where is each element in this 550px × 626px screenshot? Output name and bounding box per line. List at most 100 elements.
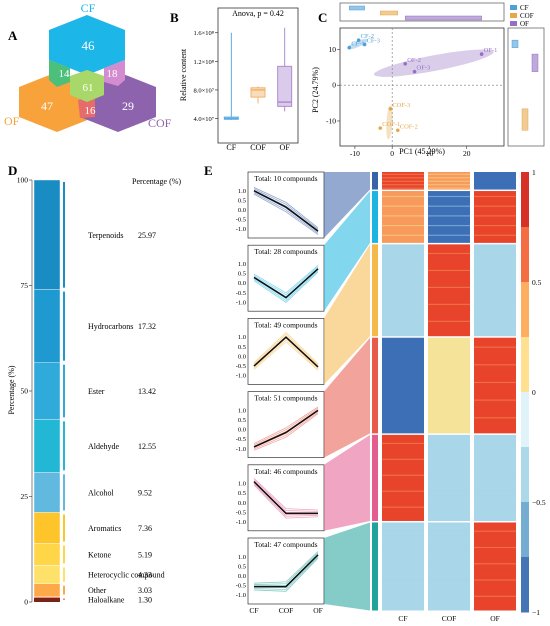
plot-e-heat-stripe: [428, 458, 470, 460]
plot-e-member-line: [253, 552, 319, 585]
plot-e-member-line: [253, 331, 319, 364]
plot-e-heat-stripe: [474, 579, 516, 581]
plot-d-segment: [33, 512, 61, 544]
plot-e-heat-stripe: [428, 184, 470, 186]
plot-c-top-margin-box-of: [404, 15, 482, 21]
plot-e-ytick-label: 0.0: [238, 500, 246, 507]
plot-e-ytick-label: 1.0: [238, 481, 246, 488]
plot-e-heat-stripe: [474, 381, 516, 384]
plot-c-point: [362, 42, 367, 47]
plot-e-ytick-label: -0.5: [236, 217, 246, 224]
plot-d-value-label: 7.36: [138, 524, 152, 533]
plot-e-ytick-label: -0.5: [236, 583, 246, 590]
plot-e-cluster-frame: [247, 318, 325, 385]
plot-e-heat-cell: [474, 522, 516, 611]
plot-d-bottom-cap: [34, 598, 60, 602]
plot-e-ytick-label: 1.0: [238, 334, 246, 341]
plot-e-ytick-label: -1.0: [236, 299, 246, 306]
plot-e-heat-stripe: [474, 417, 516, 419]
venn-count-cf-cof: 18: [107, 68, 119, 80]
venn-count-of: 47: [41, 99, 53, 113]
plot-c-point-label: OF-2: [407, 57, 421, 64]
plot-e-member-line: [253, 412, 319, 450]
plot-e-heat-stripe: [428, 506, 470, 508]
plot-e-cluster-title: Total: 51 compounds: [254, 394, 317, 403]
plot-e-colorbar-segment: [521, 227, 529, 283]
plot-d-segment: [33, 565, 61, 584]
plot-e-heat-stripe: [428, 490, 470, 492]
plot-e-heat-stripe: [382, 364, 424, 366]
plot-e-connector: [324, 434, 370, 531]
plot-d-segment: [33, 179, 61, 290]
plot-e-mean-line: [253, 409, 319, 448]
plot-c-legend-swatch: [510, 21, 517, 26]
plot-b-ytick-label: 1.2×10⁸: [193, 59, 214, 66]
plot-e-heat-stripe: [382, 252, 424, 255]
panel-label-e: E: [204, 163, 213, 178]
plot-e-colorbar-label: −0.5: [532, 498, 546, 507]
plot-e-heat-cell: [428, 522, 470, 611]
plot-e-colorbar-segment: [521, 172, 529, 228]
plot-c-legend-label: COF: [520, 12, 534, 20]
plot-e-member-line: [253, 266, 319, 296]
plot-c-ticks: -10 0 10 20 -10 0 10: [326, 28, 504, 158]
plot-e-heat-cell: [382, 434, 424, 521]
plot-b-xtick-label: OF: [280, 143, 291, 152]
plot-e-connector: [324, 172, 370, 238]
plot-e-ytick-label: 0.5: [238, 271, 246, 278]
plot-c-point-label: CF-2: [361, 33, 374, 40]
plot-b-frame: [217, 7, 299, 144]
plot-e-heat-stripe: [474, 530, 516, 532]
plot-e-heat-stripe: [382, 490, 424, 492]
plot-e-member-line: [253, 193, 319, 235]
plot-e-cluster-strip: [372, 434, 378, 521]
venn-cf-cof-region: [104, 60, 125, 86]
panel-d: D Percentage (%) Percentage (%) 0 25 50 75 1…: [7, 163, 181, 607]
plot-c-point-label: COF-3: [392, 102, 410, 109]
plot-e-member-line: [253, 477, 319, 511]
plot-e-cluster-strip: [372, 172, 378, 190]
plot-c-ellipses: [347, 38, 494, 140]
plot-d-value-label: 9.52: [138, 488, 152, 497]
plot-e-heat-cell: [474, 244, 516, 337]
plot-c-right-margin-box-cof: [521, 108, 529, 131]
plot-e-connector: [324, 522, 370, 611]
plot-d-segment: [33, 472, 61, 513]
plot-e-member-line: [253, 341, 319, 371]
plot-e-heat-stripe: [428, 364, 470, 366]
plot-e-heatmap: [372, 172, 516, 611]
plot-e-member-line: [253, 271, 319, 303]
plot-c-point-label: CF-3: [367, 37, 380, 44]
plot-c-ytick-label: 10: [329, 45, 337, 54]
plot-e-cluster-title: Total: 46 compounds: [254, 467, 317, 476]
plot-e-ytick-label: 0.0: [238, 573, 246, 580]
plot-e-member-line: [253, 483, 319, 517]
plot-d-category-label: Haloalkane: [88, 595, 125, 604]
plot-e-ytick-label: 1.0: [238, 554, 246, 561]
plot-e-member-line: [253, 406, 319, 444]
plot-e-heat-stripe: [428, 187, 470, 189]
plot-c-point: [403, 61, 408, 66]
plot-e-heat-stripe: [474, 563, 516, 565]
plot-d-ytick-label: 0: [24, 598, 28, 607]
plot-d-ylabel: Percentage (%): [7, 365, 16, 414]
venn-cf-hexagon: [49, 15, 125, 75]
plot-e-heat-stripe: [428, 224, 470, 227]
plot-c-ellipse-cof: [386, 105, 393, 140]
plot-e-member-line: [253, 551, 319, 584]
plot-e-heat-stripe: [382, 417, 424, 419]
plot-e-member-line: [253, 557, 319, 592]
plot-e-heat-stripe: [428, 234, 470, 236]
plot-c-point-label: COF-2: [400, 123, 418, 130]
plot-e-ytick-label: -1.0: [236, 519, 246, 526]
plot-e-connectors: [324, 172, 370, 611]
plot-d-category-label: Terpenoids: [88, 231, 123, 240]
plot-e-heat-stripe: [428, 595, 470, 597]
plot-c-ylabel: PC2 (24.79%): [311, 67, 320, 113]
plot-e-heat-stripe: [382, 195, 424, 198]
plot-e-heat-stripe: [382, 320, 424, 322]
panel-e: E Total: 10 compounds-1.0-0.50.00.51.0To…: [204, 163, 546, 623]
plot-e-cluster-strip: [372, 244, 378, 337]
plot-e-member-line: [253, 188, 319, 230]
